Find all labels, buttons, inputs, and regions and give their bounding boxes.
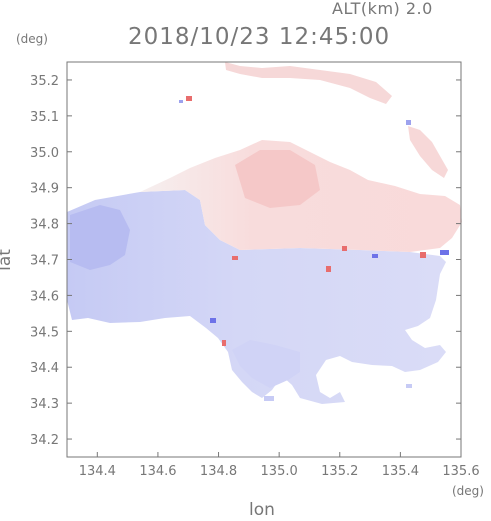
velocity-field [67,62,462,404]
speckle [326,266,331,272]
x-tick-label: 134.4 [79,464,116,479]
speckle [186,96,192,101]
speckle [372,254,378,258]
approaching-west-strong [70,205,130,270]
approaching-area [67,190,446,404]
speckle [342,246,347,251]
y-tick-label: 34.7 [30,254,59,269]
speckle [210,318,216,323]
x-axis-ticks: 134.4 134.6 134.8 135.0 135.2 135.4 135.6 [79,452,480,479]
y-tick: 35.2 [30,74,461,89]
speckle [179,100,183,103]
y-tick: 34.3 [30,397,461,412]
y-axis-unit: (deg) [16,32,48,46]
y-tick: 34.8 [30,218,461,233]
x-tick: 135.0 [261,452,298,479]
x-axis-unit: (deg) [452,484,484,498]
y-tick: 34.2 [30,433,461,448]
y-tick-label: 35.2 [30,74,59,89]
y-tick-label: 34.3 [30,397,59,412]
y-tick: 35.1 [30,110,461,125]
y-tick: 34.6 [30,289,461,304]
x-tick-label: 135.0 [261,464,298,479]
speckle [420,252,426,258]
x-tick: 135.2 [321,452,358,479]
approaching-lower-detail [232,340,300,388]
y-axis-ticks: 34.2 34.3 34.4 34.5 34.6 34.7 34.8 34.9 35.0 35.1… [30,74,461,448]
x-tick-label: 135.6 [442,464,479,479]
speckle [406,120,411,125]
speckle [440,250,449,255]
y-tick: 34.4 [30,361,461,376]
x-tick: 135.4 [382,452,419,479]
receding-east-fringe [408,126,448,178]
y-tick-label: 34.6 [30,289,59,304]
x-tick: 134.6 [139,452,177,479]
y-tick-label: 34.2 [30,433,59,448]
x-tick-label: 135.4 [382,464,419,479]
speckle [232,256,238,260]
x-tick: 134.4 [79,452,116,479]
x-tick-label: 134.6 [139,464,176,479]
y-tick-label: 34.4 [30,361,59,376]
altitude-label: ALT(km) 2.0 [332,0,433,18]
y-tick-label: 34.8 [30,218,59,233]
y-tick-label: 35.0 [30,146,59,161]
y-tick: 34.9 [30,182,461,197]
x-tick-label: 135.2 [321,464,358,479]
y-tick-label: 35.1 [30,110,59,125]
x-tick-label: 134.8 [200,464,237,479]
receding-core [235,150,320,208]
x-axis-label: lon [249,500,275,520]
receding-north-fringe [225,62,392,104]
y-tick: 35.0 [30,146,461,161]
y-tick-label: 34.9 [30,182,59,197]
speckle [264,396,274,401]
y-tick-label: 34.5 [30,325,59,340]
timestamp-title: 2018/10/23 12:45:00 [128,24,391,50]
y-tick: 34.7 [30,254,461,269]
x-tick: 135.6 [442,452,480,479]
speckle [222,340,226,346]
y-tick: 34.5 [30,325,461,340]
x-tick: 134.8 [200,452,237,479]
speckle [406,384,412,388]
